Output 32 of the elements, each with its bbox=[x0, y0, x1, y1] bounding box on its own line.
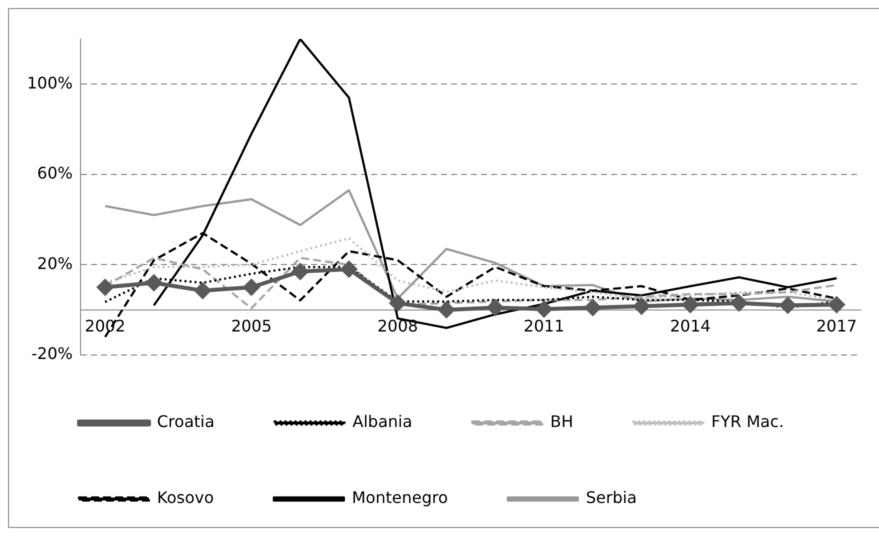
point bbox=[340, 261, 357, 278]
legend-label: Kosovo bbox=[157, 488, 214, 508]
x-tick-label: 2017 bbox=[816, 316, 857, 336]
point bbox=[243, 279, 260, 296]
point bbox=[97, 279, 114, 296]
point bbox=[438, 302, 454, 318]
point bbox=[487, 300, 504, 316]
point bbox=[584, 300, 601, 316]
legend-label: Albania bbox=[352, 412, 412, 432]
x-tick-label: 2014 bbox=[670, 316, 711, 336]
legend-label: Serbia bbox=[586, 488, 637, 508]
point bbox=[194, 282, 211, 299]
x-tick-label: 2005 bbox=[231, 316, 272, 336]
y-tick-label: 100% bbox=[26, 73, 73, 92]
point bbox=[828, 296, 845, 313]
point bbox=[292, 263, 308, 280]
point bbox=[780, 297, 796, 314]
x-tick-label: 2002 bbox=[84, 316, 126, 336]
point bbox=[536, 301, 552, 318]
legend-label: BH bbox=[550, 412, 574, 432]
legend-label: Croatia bbox=[157, 412, 215, 432]
y-tick-label: 60% bbox=[37, 164, 73, 183]
point bbox=[634, 298, 650, 314]
point bbox=[682, 296, 698, 313]
point bbox=[146, 274, 162, 291]
point bbox=[731, 295, 748, 312]
y-tick-label: 20% bbox=[37, 254, 73, 273]
point bbox=[390, 295, 406, 312]
x-tick-label: 2011 bbox=[524, 316, 564, 336]
legend-label: FYR Mac. bbox=[711, 412, 784, 432]
legend-label: Montenegro bbox=[352, 488, 448, 508]
y-tick-label: -20% bbox=[31, 344, 73, 364]
